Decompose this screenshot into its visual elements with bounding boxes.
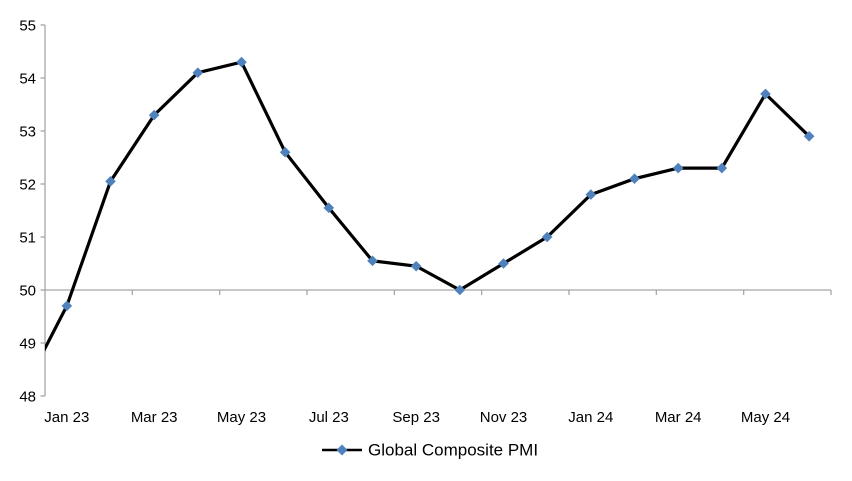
y-tick-label: 54 (19, 71, 36, 88)
data-point-marker (716, 162, 728, 174)
x-tick-label: May 23 (217, 409, 266, 426)
data-point-marker (454, 284, 466, 296)
data-point-marker (367, 255, 378, 267)
data-point-marker (148, 109, 160, 121)
y-tick-label: 48 (19, 389, 36, 406)
data-point-marker (629, 173, 640, 184)
legend: Global Composite PMI (322, 441, 538, 460)
x-tick-label: Sep 23 (392, 409, 440, 426)
x-tick-label: Mar 24 (655, 409, 702, 426)
y-tick-label: 53 (19, 124, 36, 141)
data-point-marker (61, 300, 73, 312)
legend-label: Global Composite PMI (368, 441, 538, 460)
x-tick-label: Jan 23 (44, 409, 89, 426)
y-tick-label: 51 (19, 230, 36, 247)
x-tick-label: Jan 24 (568, 409, 613, 426)
data-point-marker (498, 258, 509, 269)
x-tick-label: May 24 (741, 409, 790, 426)
data-point-marker (803, 131, 815, 142)
series-global-composite-pmi (45, 56, 815, 352)
data-point-marker (279, 146, 291, 158)
y-tick-label: 55 (19, 18, 36, 35)
y-tick-label: 49 (19, 336, 36, 353)
data-point-marker (192, 67, 204, 78)
data-point-marker (105, 176, 116, 187)
legend-diamond-icon (336, 444, 348, 456)
data-point-marker (585, 189, 597, 200)
x-tick-label: Jul 23 (309, 409, 349, 426)
y-tick-label: 52 (19, 177, 36, 194)
x-tick-label: Mar 23 (131, 409, 178, 426)
data-point-marker (760, 88, 771, 100)
data-point-marker (672, 162, 684, 174)
y-tick-label: 50 (19, 283, 36, 300)
data-point-marker (541, 231, 553, 243)
data-point-marker (323, 202, 335, 214)
series-line (45, 60, 811, 352)
data-point-marker (236, 56, 247, 68)
x-tick-label: Nov 23 (480, 409, 528, 426)
data-point-marker (410, 260, 422, 272)
